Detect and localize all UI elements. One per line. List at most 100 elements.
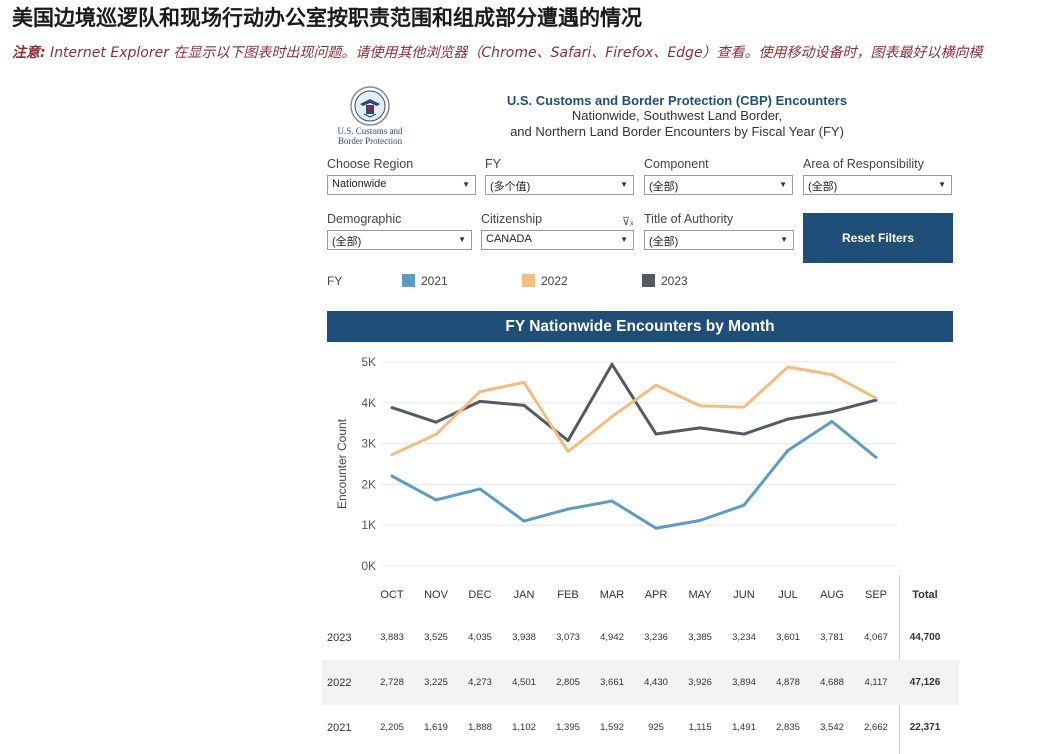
table-cell: 3,781: [820, 632, 844, 643]
data-point-2022: [566, 450, 570, 454]
chevron-down-icon: ▼: [462, 180, 470, 189]
data-point-2021: [390, 474, 394, 478]
dashboard-header: U.S. Customs and Border Protection (CBP)…: [472, 93, 882, 140]
data-point-2021: [566, 507, 570, 511]
demographic-label: Demographic: [327, 212, 402, 226]
data-point-2021: [610, 499, 614, 503]
data-point-2022: [654, 383, 658, 387]
data-point-2022: [786, 365, 790, 369]
dashboard-subtitle-1: Nationwide, Southwest Land Border,: [571, 108, 783, 123]
chevron-down-icon: ▼: [779, 180, 787, 189]
table-cell: 4,942: [600, 632, 624, 643]
series-line-2021: [391, 419, 877, 530]
y-tick-label: 3K: [361, 437, 376, 451]
legend-label: 2023: [661, 274, 688, 288]
table-cell: 4,688: [820, 677, 844, 688]
clear-filter-icon[interactable]: ⊽ₓ: [622, 216, 634, 228]
data-point-2022: [874, 396, 878, 400]
month-header: APR: [644, 589, 668, 601]
data-point-2023: [830, 410, 834, 414]
data-point-2021: [522, 519, 526, 523]
y-tick-label: 4K: [361, 396, 376, 410]
legend-item-2021[interactable]: 2021: [402, 274, 448, 288]
logo-line1: U.S. Customs and: [337, 126, 403, 136]
data-point-2021: [830, 419, 834, 423]
data-point-2023: [522, 403, 526, 407]
reset-filters-button[interactable]: Reset Filters: [803, 213, 953, 263]
y-tick-label: 2K: [361, 477, 376, 491]
table-cell: 3,236: [644, 632, 668, 643]
row-fy-label: 2021: [327, 721, 352, 734]
aor-value: (全部): [808, 181, 838, 193]
table-cell: 4,430: [644, 677, 668, 688]
citizenship-select[interactable]: CANADA ▼: [481, 230, 634, 250]
data-point-2023: [610, 362, 614, 366]
table-cell: 3,661: [600, 677, 624, 688]
table-cell: 3,883: [380, 632, 404, 643]
month-header: MAR: [599, 589, 625, 601]
y-axis-label: Encounter Count: [335, 418, 349, 509]
data-point-2023: [742, 432, 746, 436]
table-cell: 2,805: [556, 677, 580, 688]
legend-swatch: [642, 274, 655, 287]
demographic-value: (全部): [332, 236, 362, 248]
table-cell: 2,728: [380, 677, 404, 688]
authority-label: Title of Authority: [644, 212, 734, 226]
data-point-2021: [874, 455, 878, 459]
table-row: 2023 3,883 3,525 4,035 3,938 3,073 4,942 3,236 3…: [322, 615, 959, 660]
data-point-2023: [698, 426, 702, 430]
table-cell: 2,205: [380, 722, 404, 733]
logo-line2: Border Protection: [337, 136, 403, 146]
region-label: Choose Region: [327, 157, 414, 171]
row-total: 47,126: [909, 677, 941, 688]
table-header-row: OCT NOV DEC JAN FEB MAR APR MAY JUN JUL AUG SEP Tota…: [322, 575, 959, 615]
aor-label: Area of Responsibility: [803, 157, 924, 171]
chevron-down-icon: ▼: [620, 180, 628, 189]
row-fy-label: 2022: [327, 676, 352, 689]
data-point-2023: [786, 417, 790, 421]
region-select[interactable]: Nationwide ▼: [327, 175, 476, 195]
cbp-seal-icon: [350, 86, 390, 126]
citizenship-label: Citizenship: [481, 212, 543, 226]
table-cell: 4,878: [776, 677, 800, 688]
row-total: 44,700: [909, 632, 941, 643]
data-point-2022: [522, 380, 526, 384]
component-select[interactable]: (全部) ▼: [644, 175, 793, 195]
chart-title: FY Nationwide Encounters by Month: [327, 311, 953, 342]
y-tick-label: 5K: [361, 355, 376, 369]
table-cell: 1,619: [424, 722, 448, 733]
fy-select[interactable]: (多个值) ▼: [485, 175, 634, 195]
legend-item-2023[interactable]: 2023: [642, 274, 688, 288]
month-header: JUN: [733, 589, 755, 601]
table-cell: 3,894: [732, 677, 756, 688]
chevron-down-icon: ▼: [938, 180, 946, 189]
data-point-2023: [566, 439, 570, 443]
authority-value: (全部): [649, 236, 679, 248]
table-cell: 3,385: [688, 632, 712, 643]
month-header: AUG: [820, 589, 844, 601]
legend-title: FY: [327, 274, 343, 288]
authority-select[interactable]: (全部) ▼: [644, 230, 794, 250]
table-cell: 4,067: [864, 632, 888, 643]
browser-notice: 注意: Internet Explorer 在显示以下图表时出现问题。请使用其他…: [12, 42, 983, 62]
data-point-2021: [786, 448, 790, 452]
table-cell: 3,938: [512, 632, 536, 643]
region-value: Nationwide: [332, 178, 387, 190]
legend-item-2022[interactable]: 2022: [522, 274, 568, 288]
aor-select[interactable]: (全部) ▼: [803, 175, 952, 195]
table-row: 2021 2,205 1,619 1,888 1,102 1,395 1,592 925 1,1…: [322, 705, 959, 750]
table-row: 2022 2,728 3,225 4,273 4,501 2,805 3,661 4,430 3…: [322, 660, 959, 705]
legend-label: 2021: [421, 274, 448, 288]
data-point-2021: [654, 526, 658, 530]
table-cell: 4,273: [468, 677, 492, 688]
month-header: FEB: [557, 589, 579, 601]
month-header: DEC: [468, 589, 492, 601]
data-point-2023: [478, 399, 482, 403]
demographic-select[interactable]: (全部) ▼: [327, 230, 472, 250]
table-cell: 4,035: [468, 632, 492, 643]
data-point-2023: [654, 432, 658, 436]
data-point-2022: [742, 405, 746, 409]
data-point-2022: [610, 415, 614, 419]
legend-label: 2022: [541, 274, 568, 288]
table-cell: 2,835: [776, 722, 800, 733]
